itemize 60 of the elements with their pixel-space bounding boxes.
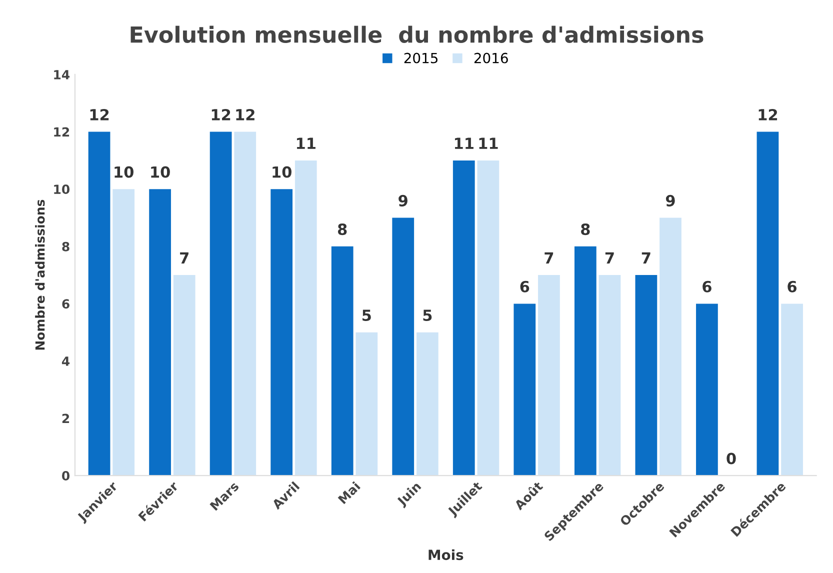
data-label: 12 [236, 108, 254, 120]
data-label: 11 [454, 138, 474, 149]
y-tick-label: 10 [54, 184, 70, 194]
bar [660, 218, 682, 476]
data-label: 12 [212, 108, 230, 120]
bar [756, 132, 779, 476]
y-axis-title: Nombre d'admissions [35, 200, 45, 350]
y-tick-label: 12 [54, 127, 70, 137]
bar [149, 189, 171, 476]
bar [173, 275, 196, 476]
bar [514, 304, 536, 476]
x-axis-title: Mois [428, 549, 464, 560]
bar [112, 189, 135, 476]
bar [356, 332, 378, 476]
bar [331, 246, 354, 476]
data-label: 10 [114, 166, 134, 178]
bar [574, 246, 596, 476]
y-tick-label: 8 [62, 242, 70, 252]
data-label: 10 [151, 166, 170, 178]
legend-label: 2016 [474, 52, 508, 64]
y-tick-label: 0 [62, 471, 70, 481]
data-label: 9 [666, 194, 675, 206]
bar [781, 304, 803, 476]
y-tick-label: 4 [62, 356, 70, 366]
bar [696, 304, 718, 476]
data-label: 6 [788, 280, 797, 292]
data-label: 6 [520, 280, 530, 292]
y-tick-label: 6 [62, 299, 70, 309]
data-label: 12 [758, 108, 778, 120]
y-tick-label: 14 [54, 70, 70, 80]
data-label: 11 [296, 138, 316, 149]
data-label: 7 [544, 252, 554, 264]
data-label: 12 [90, 108, 109, 120]
bar [294, 160, 317, 476]
data-label: 10 [272, 166, 292, 178]
chart-title: Evolution mensuelle du nombre d'admissions [130, 26, 704, 43]
data-label: 7 [642, 252, 650, 264]
bar [88, 132, 110, 476]
y-tick-label: 2 [62, 414, 70, 424]
bar [270, 189, 293, 476]
data-label: 9 [398, 194, 408, 206]
bar [210, 132, 232, 476]
data-label: 8 [581, 224, 590, 236]
data-label: 11 [479, 138, 498, 149]
data-label: 7 [605, 252, 614, 264]
bar [477, 160, 500, 476]
bar [538, 275, 560, 476]
bar [452, 160, 475, 476]
bar [598, 275, 621, 476]
data-label: 8 [338, 224, 347, 236]
bar [416, 332, 438, 476]
data-label: 0 [726, 452, 736, 464]
data-label: 7 [180, 252, 188, 264]
bar [635, 275, 658, 476]
data-label: 5 [362, 310, 371, 322]
bar [392, 218, 414, 476]
data-label: 5 [423, 310, 432, 322]
data-label: 6 [702, 280, 712, 292]
bar [234, 132, 256, 476]
legend-label: 2015 [404, 52, 438, 64]
